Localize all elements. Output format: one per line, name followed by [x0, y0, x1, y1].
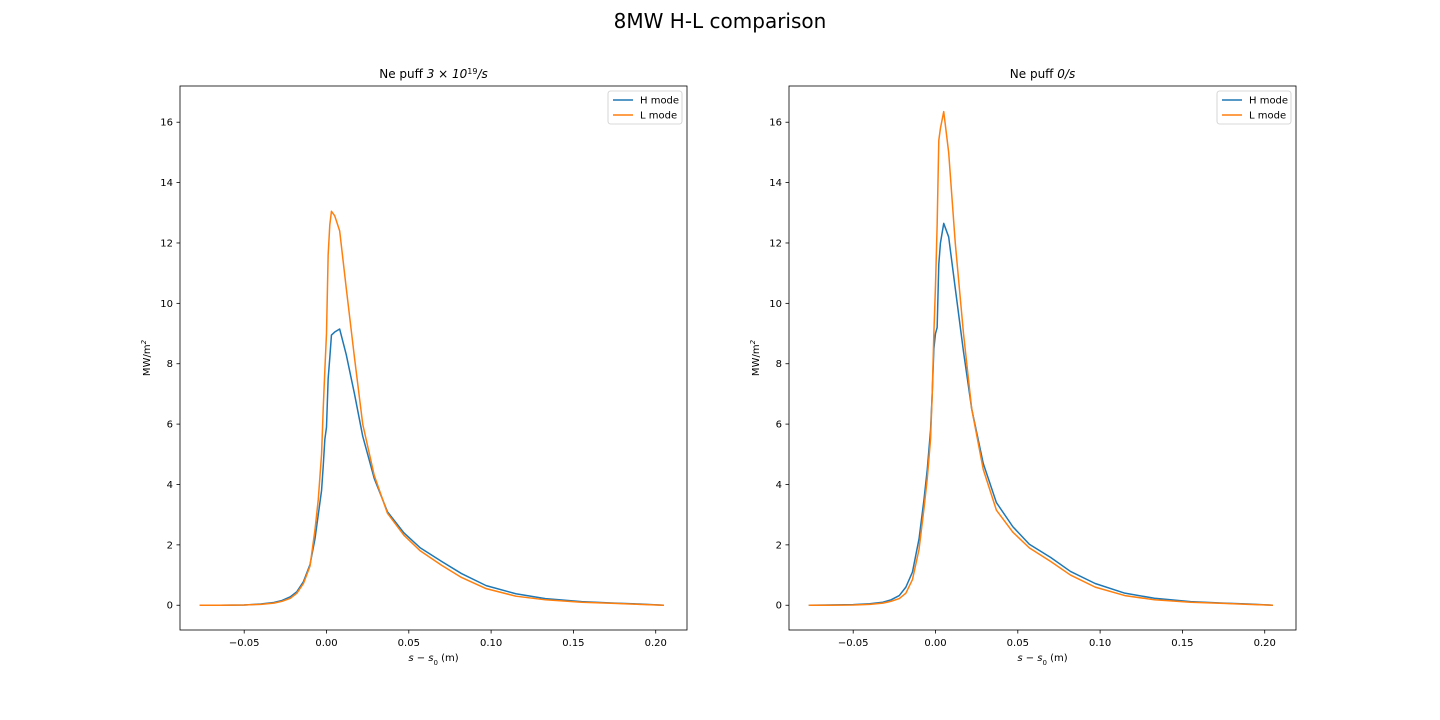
subplot-title: Ne puff 3 × 1019/s	[379, 67, 488, 82]
y-tick-label: 6	[167, 420, 173, 431]
y-tick-label: 14	[769, 178, 782, 189]
x-tick-label: 0.20	[645, 638, 667, 649]
y-tick-label: 14	[160, 178, 173, 189]
y-tick-label: 2	[167, 540, 173, 551]
x-tick-label: 0.00	[924, 638, 946, 649]
y-tick-label: 2	[776, 540, 782, 551]
x-tick-label: −0.05	[229, 638, 260, 649]
x-axis-label: s − s0 (m)	[1017, 653, 1067, 667]
y-axis-label: MW/m2	[749, 339, 762, 376]
y-tick-label: 4	[776, 480, 782, 491]
y-tick-label: 8	[167, 359, 173, 370]
subplot-title: Ne puff 0/s	[1010, 67, 1075, 81]
x-axis-label: s − s0 (m)	[408, 653, 458, 667]
x-tick-label: 0.00	[315, 638, 337, 649]
y-tick-label: 10	[769, 299, 782, 310]
x-tick-label: 0.20	[1254, 638, 1276, 649]
x-tick-label: 0.05	[398, 638, 420, 649]
series-line-l-mode	[199, 210, 664, 606]
series-line-h-mode	[199, 328, 664, 606]
y-tick-label: 16	[160, 118, 173, 129]
legend-label: H mode	[1249, 96, 1288, 107]
plots-container: Ne puff 3 × 1019/s −0.05 0.00 0.05 0.10 0.15 0…	[140, 67, 1297, 667]
legend: H mode L mode	[607, 90, 683, 125]
legend-label: L mode	[640, 111, 677, 122]
y-tick-label: 0	[776, 601, 782, 612]
x-tick-label: −0.05	[838, 638, 869, 649]
y-tick-label: 12	[769, 238, 782, 249]
y-tick-label: 4	[167, 480, 173, 491]
x-tick-label: 0.15	[562, 638, 584, 649]
y-axis-label: MW/m2	[140, 339, 153, 376]
y-tick-label: 8	[776, 359, 782, 370]
x-tick-label: 0.05	[1007, 638, 1029, 649]
legend-label: L mode	[1249, 111, 1286, 122]
y-tick-label: 16	[769, 118, 782, 129]
figure-suptitle: 8MW H-L comparison	[614, 9, 827, 33]
y-tick-label: 6	[776, 420, 782, 431]
y-tick-label: 10	[160, 299, 173, 310]
x-tick-label: 0.15	[1171, 638, 1193, 649]
legend: H mode L mode	[1216, 90, 1292, 125]
axes-frame	[179, 85, 688, 631]
y-tick-label: 0	[167, 601, 173, 612]
subplot-1: Ne puff 3 × 1019/s −0.05 0.00 0.05 0.10 0.15 0…	[140, 67, 688, 667]
series-line-l-mode	[808, 110, 1273, 606]
x-tick-label: 0.10	[1089, 638, 1111, 649]
series-line-h-mode	[808, 222, 1273, 606]
y-tick-label: 12	[160, 238, 173, 249]
subplot-2: Ne puff 0/s −0.05 0.00 0.05 0.10 0.15 0.20 0 2 4 6…	[749, 67, 1297, 667]
axes-frame	[788, 85, 1297, 631]
x-tick-label: 0.10	[480, 638, 502, 649]
legend-label: H mode	[640, 96, 679, 107]
